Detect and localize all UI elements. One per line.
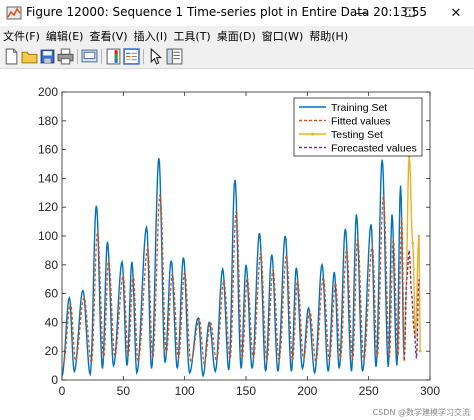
insert-colorbar-icon[interactable]: [105, 48, 122, 65]
y-tick-label: 20: [45, 344, 59, 358]
menu-tools[interactable]: 工具(T): [173, 30, 211, 43]
legend-entry-forecast-label: Forecasted values: [331, 143, 417, 155]
toolbar-separator: [77, 49, 78, 64]
close-button[interactable]: ✕: [440, 0, 472, 26]
series-line-testing: [403, 156, 421, 360]
x-tick-label: 50: [117, 384, 131, 398]
toolbar-separator: [101, 49, 102, 64]
legend-entry-training-label: Training Set: [331, 102, 387, 114]
series-line-training: [61, 158, 405, 378]
save-icon[interactable]: [39, 48, 56, 65]
link-plot-icon[interactable]: [81, 48, 98, 65]
pointer-icon[interactable]: [147, 48, 164, 65]
axes: 0 50 100 150 200 250 300 0 20 40 60 80 100 120 140 160 1…: [38, 85, 440, 398]
time-series-chart: 0 50 100 150 200 250 300 0 20 40 60 80 100 120 140 160 1…: [38, 85, 440, 398]
watermark: CSDN @数学建模学习交流: [372, 408, 470, 417]
menu-window[interactable]: 窗口(W): [261, 30, 304, 43]
testing-point: [418, 349, 422, 353]
new-figure-icon[interactable]: [3, 48, 20, 65]
legend-entry-testing-label: Testing Set: [331, 129, 383, 141]
title-bar: Figure 12000: Sequence 1 Time-series plo…: [0, 0, 474, 26]
menu-view[interactable]: 查看(V): [89, 30, 128, 43]
property-inspector-icon[interactable]: [166, 48, 183, 65]
x-tick-label: 200: [297, 384, 317, 398]
print-icon[interactable]: [57, 48, 74, 65]
menu-insert[interactable]: 插入(I): [133, 30, 168, 43]
x-tick-label: 250: [359, 384, 379, 398]
menu-help[interactable]: 帮助(H): [309, 30, 349, 43]
y-tick-label: 60: [45, 287, 59, 301]
y-tick-label: 100: [38, 229, 58, 243]
x-tick-label: 300: [420, 384, 440, 398]
x-tick-label: 150: [236, 384, 256, 398]
legend-entry-fitted-label: Fitted values: [331, 116, 391, 128]
y-tick-label: 80: [45, 258, 59, 272]
x-tick-label: 100: [175, 384, 195, 398]
toolbar: [0, 46, 474, 69]
maximize-button[interactable]: ☐: [394, 0, 426, 26]
toolbar-separator: [143, 49, 144, 64]
open-file-icon[interactable]: [21, 48, 38, 65]
legend-marker: [311, 132, 314, 136]
menu-file[interactable]: 文件(F): [3, 30, 40, 43]
series-line-forecast: [403, 250, 420, 360]
menu-desktop[interactable]: 桌面(D): [216, 30, 256, 43]
series-line-fitted: [62, 194, 405, 366]
close-icon: ✕: [450, 5, 462, 21]
menu-edit[interactable]: 编辑(E): [45, 30, 84, 43]
y-tick-label: 180: [38, 114, 58, 128]
y-tick-label: 140: [38, 171, 58, 185]
y-tick-label: 160: [38, 143, 58, 157]
x-tick-label: 0: [59, 384, 66, 398]
window-title: Figure 12000: Sequence 1 Time-series plo…: [26, 5, 428, 19]
y-tick-label: 40: [45, 315, 59, 329]
maximize-icon: ☐: [404, 5, 416, 21]
minimize-button[interactable]: —: [346, 0, 378, 26]
testing-point: [411, 241, 415, 245]
matlab-figure-icon: [6, 6, 22, 20]
menu-bar: 文件(F) 编辑(E) 查看(V) 插入(I) 工具(T) 桌面(D) 窗口(W…: [0, 26, 474, 46]
insert-legend-icon[interactable]: [123, 48, 140, 65]
minimize-icon: —: [355, 5, 369, 21]
y-tick-label: 200: [38, 85, 58, 99]
testing-point: [417, 234, 421, 238]
y-tick-label: 0: [51, 373, 58, 387]
y-tick-label: 120: [38, 200, 58, 214]
